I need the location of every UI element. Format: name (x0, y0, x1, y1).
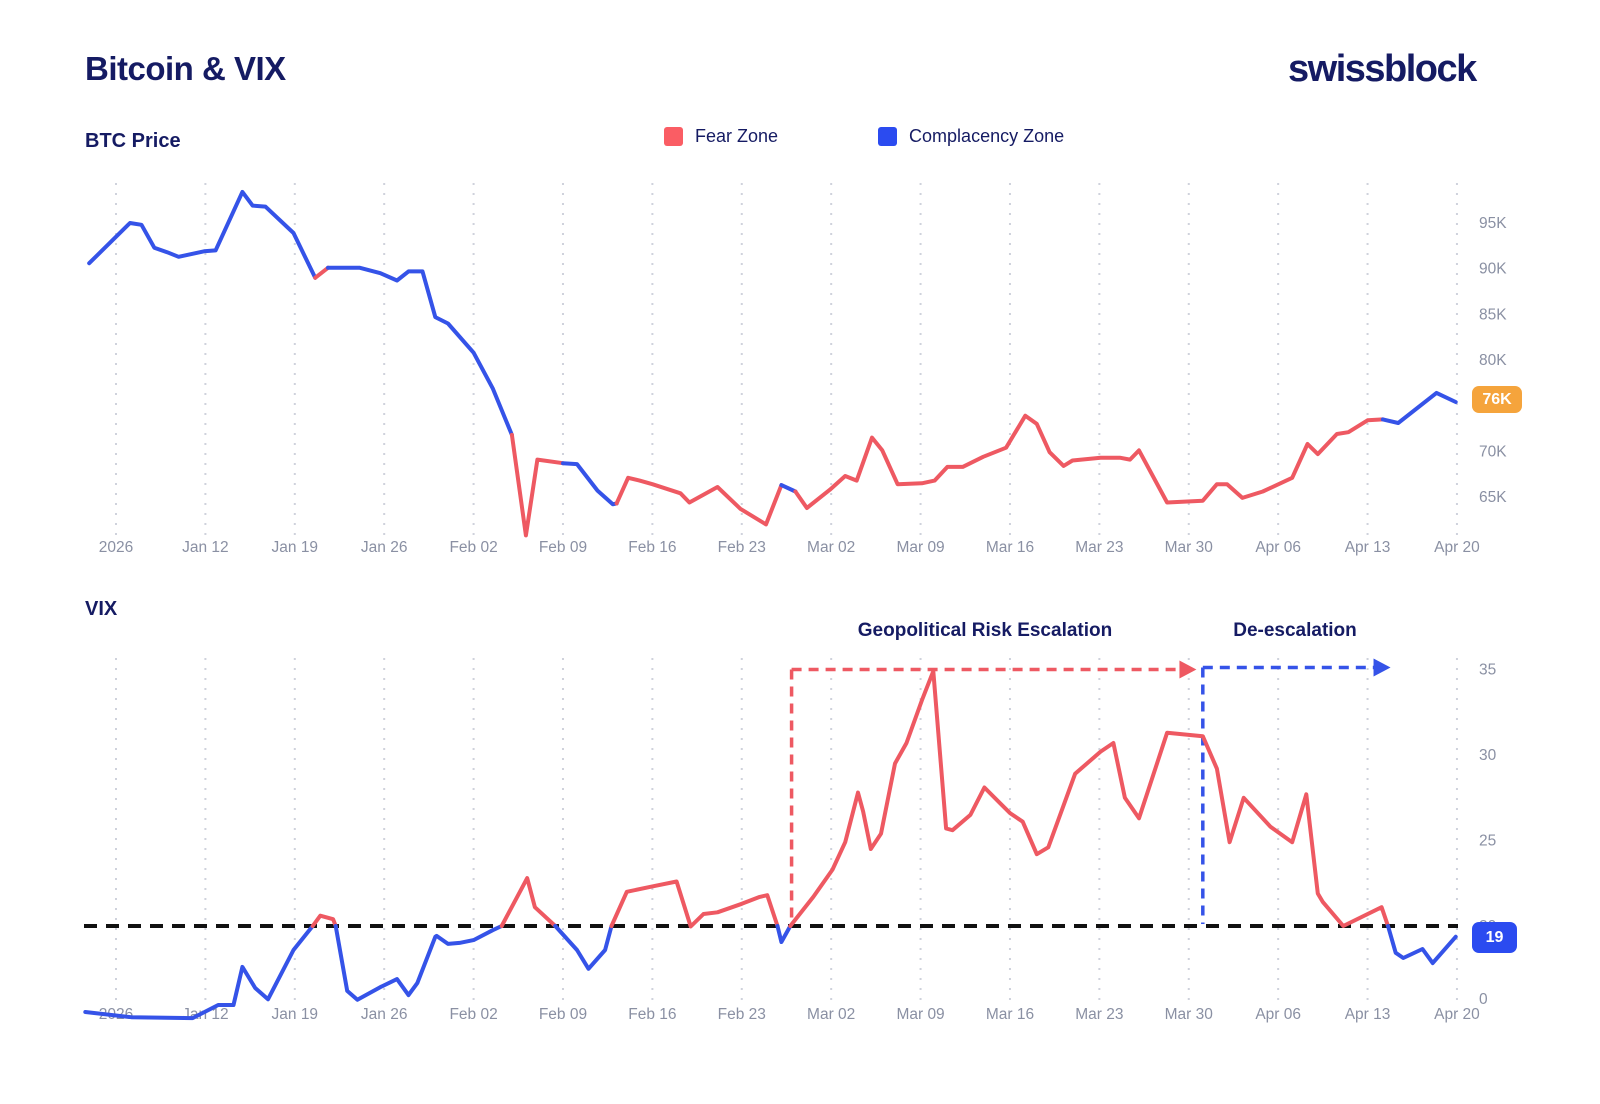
x-axis-tick-label: Feb 16 (628, 1006, 676, 1023)
x-axis-tick-label: Mar 23 (1075, 1006, 1123, 1023)
x-axis-tick-label: Mar 23 (1075, 539, 1123, 556)
vix-complacency-line-segment (1386, 924, 1458, 966)
x-axis-tick-label: Mar 16 (986, 1006, 1034, 1023)
x-axis-tick-label: Mar 02 (807, 1006, 855, 1023)
x-axis-tick-label: Mar 09 (896, 1006, 944, 1023)
btc_price-complacency-line-segment (561, 461, 619, 507)
vix-current-value-badge: 19 (1472, 922, 1517, 953)
x-axis-tick-label: Jan 26 (361, 539, 408, 556)
x-axis-tick-label: Apr 06 (1255, 539, 1301, 556)
fear-zone-label: Fear Zone (695, 126, 779, 146)
complacency-arrowhead-icon (1373, 658, 1391, 677)
x-axis-tick-label: Mar 30 (1165, 1006, 1214, 1023)
y-axis-tick-label: 35 (1479, 662, 1496, 679)
y-axis-tick-label: 25 (1479, 833, 1496, 850)
vix-fear-line-segment (499, 876, 558, 928)
fear-arrowhead-icon (1179, 660, 1197, 679)
x-axis-tick-label: Jan 26 (361, 1006, 408, 1023)
btc_price-complacency-line-segment (326, 265, 514, 437)
x-axis-tick-label: Feb 09 (539, 539, 587, 556)
vix-chart-title: VIX (85, 598, 118, 620)
y-axis-tick-label: 70K (1479, 443, 1507, 460)
legend-item-complacency-zone: Complacency Zone (878, 126, 1064, 147)
y-axis-tick-label: 65K (1479, 489, 1507, 506)
y-axis-tick-label: 95K (1479, 215, 1507, 232)
vix-complacency-line-segment (775, 924, 793, 944)
x-axis-tick-label: Jan 19 (272, 539, 319, 556)
vix-fear-line-segment (310, 913, 338, 928)
x-axis-tick-label: Mar 30 (1165, 539, 1214, 556)
x-axis-tick-label: Apr 13 (1345, 1006, 1391, 1023)
complacency-zone-swatch-icon (878, 127, 898, 146)
x-axis-tick-label: Feb 16 (628, 539, 676, 556)
btc_price-fear-line-segment (313, 265, 330, 280)
x-axis-tick-label: Feb 02 (449, 539, 497, 556)
vix-complacency-line-segment (333, 924, 504, 1002)
y-axis-tick-label: 80K (1479, 352, 1507, 369)
x-axis-tick-label: Apr 20 (1434, 539, 1480, 556)
x-axis-tick-label: 2026 (99, 539, 133, 556)
de-escalation-annotation: De-escalation (1233, 620, 1357, 641)
y-axis-tick-label: 0 (1479, 991, 1488, 1008)
vix-complacency-line-segment (553, 924, 614, 971)
geopolitical-risk-escalation-annotation: Geopolitical Risk Escalation (857, 620, 1113, 641)
btc_price-complacency-line-segment (87, 189, 318, 280)
btc-current-price-badge: 76K (1472, 386, 1522, 413)
complacency-zone-label: Complacency Zone (909, 126, 1065, 146)
vix-fear-line-segment (788, 669, 1390, 928)
x-axis-tick-label: Apr 13 (1345, 539, 1391, 556)
x-axis-tick-label: Feb 02 (449, 1006, 497, 1023)
vix-complacency-line-segment (83, 924, 315, 1021)
x-axis-tick-label: Jan 19 (272, 1006, 319, 1023)
x-axis-tick-label: Feb 23 (718, 539, 766, 556)
x-axis-tick-label: Apr 20 (1434, 1006, 1480, 1023)
y-axis-tick-label: 85K (1479, 306, 1507, 323)
y-axis-tick-label: 90K (1479, 261, 1507, 278)
swissblock-logo: swissblock (1288, 48, 1477, 90)
x-axis-tick-label: Mar 02 (807, 539, 855, 556)
btc_price-complacency-line-segment (1380, 390, 1458, 425)
x-axis-tick-label: Mar 16 (986, 539, 1034, 556)
vix-fear-line-segment (609, 879, 780, 929)
btc_price-fear-line-segment (614, 475, 784, 527)
legend-item-fear-zone: Fear Zone (664, 126, 778, 147)
legend: Fear Zone Complacency Zone (664, 126, 1064, 147)
btc_price-complacency-line-segment (779, 483, 798, 494)
btc_price-fear-line-segment (793, 413, 1385, 510)
x-axis-tick-label: Mar 09 (896, 539, 944, 556)
btc_price-fear-line-segment (509, 432, 565, 538)
y-axis-tick-label: 30 (1479, 747, 1497, 764)
x-axis-tick-label: Feb 09 (539, 1006, 587, 1023)
x-axis-tick-label: Feb 23 (718, 1006, 766, 1023)
page-title: Bitcoin & VIX (85, 50, 286, 87)
x-axis-tick-label: Jan 12 (182, 539, 229, 556)
fear-zone-swatch-icon (664, 127, 683, 146)
btc-chart-title: BTC Price (85, 130, 181, 152)
x-axis-tick-label: Apr 06 (1255, 1006, 1301, 1023)
x-axis-tick-label: Jan 12 (182, 1006, 229, 1023)
